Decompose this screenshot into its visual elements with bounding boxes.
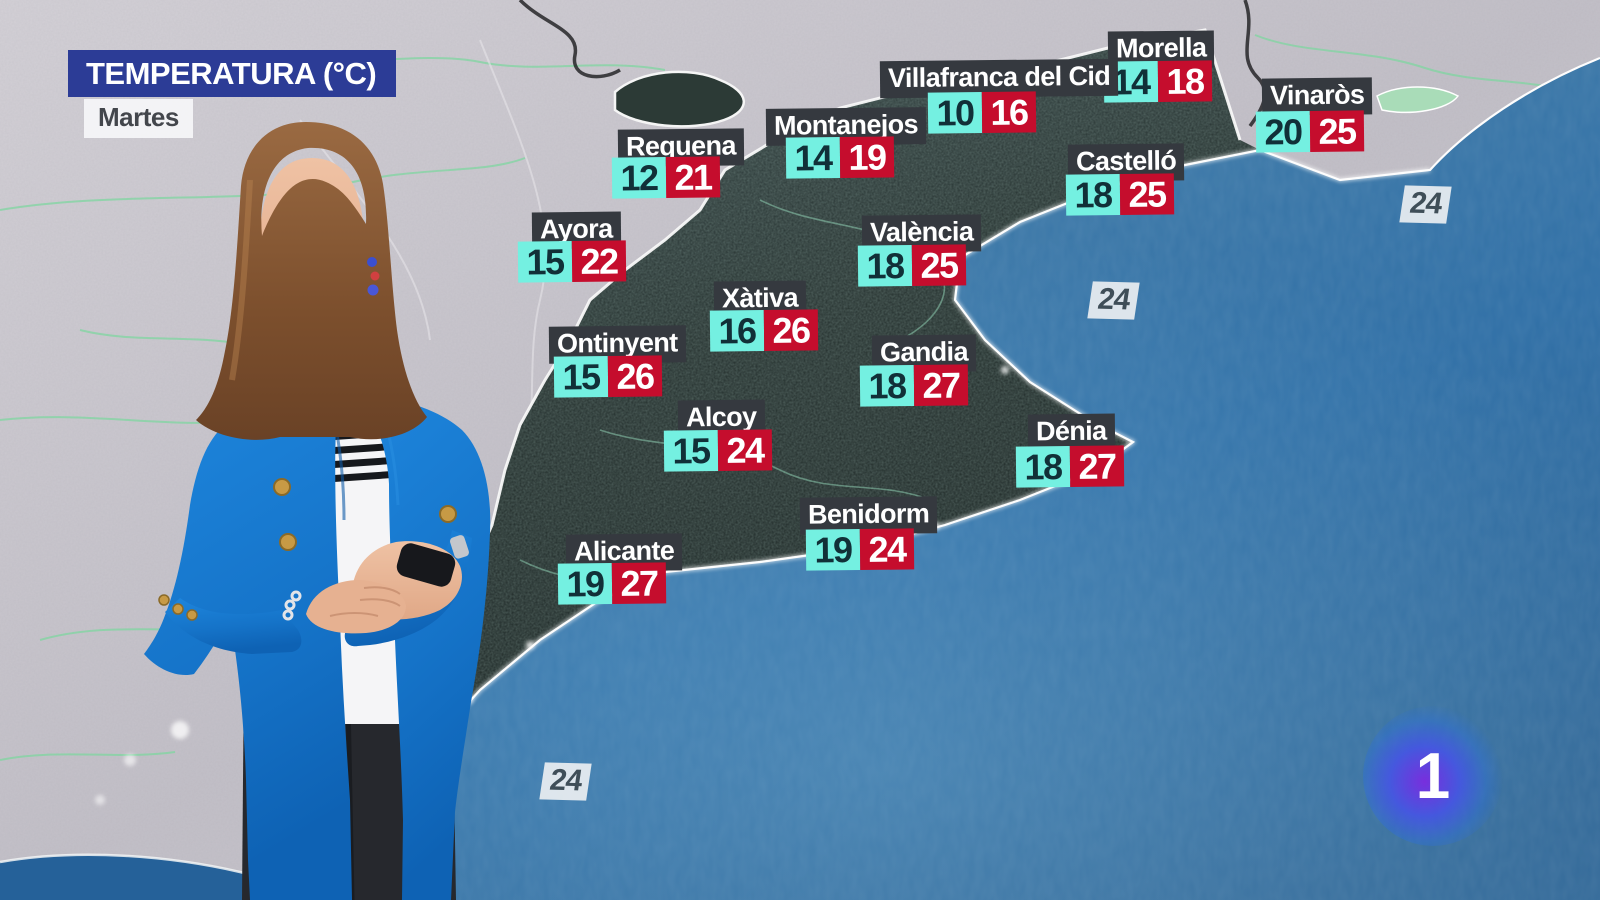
max-temp-value: 27 [1069, 445, 1125, 487]
city-temps: 18 27 [1015, 445, 1125, 488]
presenter-earring [367, 257, 380, 296]
city-temps: 10 16 [927, 91, 1037, 134]
presenter-left-forearm-sleeve [165, 598, 302, 654]
presenter-bracelet [282, 590, 302, 621]
map-ademuz-exclave [613, 70, 745, 128]
presenter-hair-highlight [229, 179, 253, 381]
presenter-blazer-buttons [158, 478, 457, 621]
min-temp-value: 15 [663, 430, 719, 472]
city-temps: 19 27 [557, 562, 667, 605]
sea-temp-label: 24 [539, 762, 593, 801]
max-temp-value: 25 [1309, 110, 1365, 152]
min-temp-value: 16 [709, 310, 765, 352]
min-temp-value: 18 [859, 365, 915, 407]
la1-logo-numeral: 1 [1415, 739, 1451, 813]
city-temps: 16 26 [709, 309, 819, 352]
city-temps: 18 25 [857, 244, 967, 287]
presenter-watch [449, 535, 469, 559]
max-temp-value: 19 [839, 136, 895, 178]
min-temp-value: 19 [557, 563, 613, 605]
city-temps: 12 21 [611, 156, 721, 199]
city-temps: 15 22 [517, 240, 627, 283]
presenter-blazer-right [354, 394, 491, 900]
max-temp-value: 26 [763, 309, 819, 351]
day-label: Martes [84, 99, 193, 138]
city-temps: 15 24 [663, 429, 773, 472]
min-temp-value: 14 [785, 137, 841, 179]
city-temps: 18 27 [859, 364, 969, 407]
presenter-hair [196, 122, 427, 440]
min-temp-value: 18 [857, 245, 913, 287]
presenter-finger-lines [329, 586, 401, 617]
city-temps: 19 24 [805, 528, 915, 571]
min-temp-value: 18 [1015, 446, 1071, 488]
min-temp-value: 10 [927, 92, 983, 134]
map-ebro-delta [1376, 86, 1460, 114]
presenter-remote-clicker [396, 543, 456, 587]
min-temp-value: 20 [1255, 111, 1311, 153]
max-temp-value: 18 [1157, 60, 1213, 102]
city-temps: 18 25 [1065, 173, 1175, 216]
max-temp-value: 16 [981, 91, 1037, 133]
temperature-banner-title: TEMPERATURA (°C) [68, 50, 397, 97]
map-ebro-river [518, 0, 1267, 128]
min-temp-value: 19 [805, 529, 861, 571]
max-temp-value: 21 [665, 156, 721, 198]
min-temp-value: 15 [517, 241, 573, 283]
max-temp-value: 27 [913, 364, 969, 406]
max-temp-value: 27 [611, 562, 667, 604]
max-temp-value: 22 [571, 240, 627, 282]
max-temp-value: 24 [859, 528, 915, 570]
min-temp-value: 12 [611, 157, 667, 199]
max-temp-value: 26 [607, 355, 663, 397]
sea-temp-label: 24 [1399, 185, 1453, 224]
max-temp-value: 25 [911, 244, 967, 286]
sea-temp-label: 24 [1087, 281, 1141, 320]
city-temps: 14 19 [785, 136, 895, 179]
la1-channel-logo: 1 [1363, 706, 1503, 846]
presenter-left-hand [306, 580, 406, 634]
city-temps: 15 26 [553, 355, 663, 398]
min-temp-value: 18 [1065, 174, 1121, 216]
max-temp-value: 24 [717, 429, 773, 471]
min-temp-value: 15 [553, 356, 609, 398]
max-temp-value: 25 [1119, 173, 1175, 215]
city-temps: 14 18 [1103, 60, 1213, 103]
city-temps: 20 25 [1255, 110, 1365, 153]
